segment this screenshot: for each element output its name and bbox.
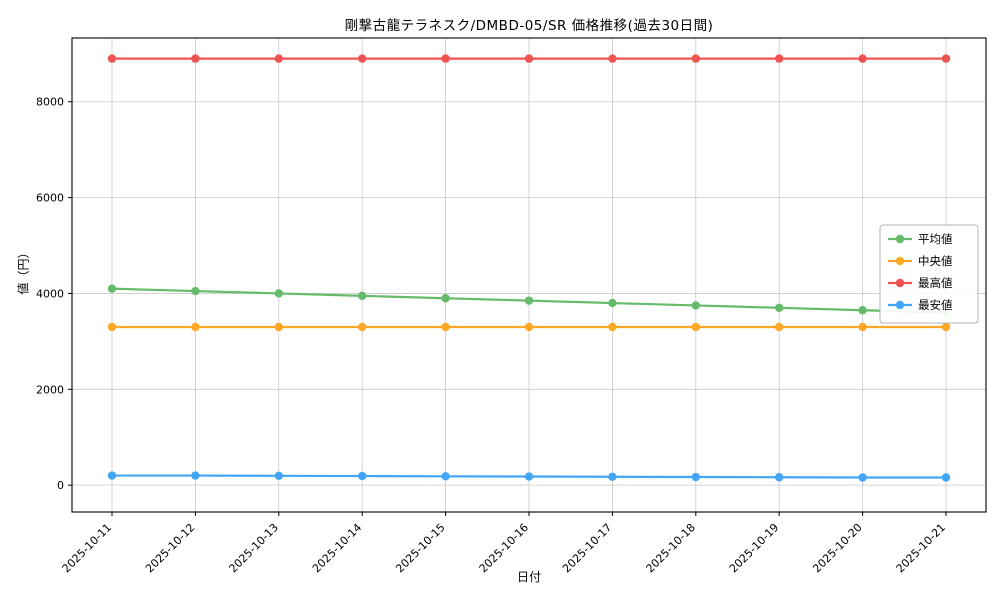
data-point-marker	[358, 471, 367, 481]
x-tick-label: 2025-10-16	[477, 521, 531, 575]
x-tick-label: 2025-10-17	[560, 521, 614, 575]
data-point-marker	[941, 322, 951, 332]
data-point-marker	[274, 322, 283, 332]
data-point-marker	[775, 303, 784, 313]
x-tick-label: 2025-10-19	[727, 521, 781, 575]
data-point-marker	[524, 54, 534, 63]
data-point-marker	[858, 473, 867, 482]
x-tick-label: 2025-10-18	[644, 521, 698, 575]
data-point-marker	[775, 473, 784, 482]
legend-item: 最安値	[888, 298, 953, 312]
legend-item: 中央値	[888, 254, 953, 268]
data-point-marker	[107, 322, 117, 332]
data-point-marker	[274, 289, 283, 298]
legend-label: 最高値	[918, 276, 953, 290]
chart-title: 剛撃古龍テラネスク/DMBD-05/SR 価格推移(過去30日間)	[344, 18, 714, 34]
data-point-marker	[858, 306, 867, 315]
data-point-marker	[691, 54, 700, 63]
data-point-marker	[441, 294, 450, 303]
data-point-marker	[274, 471, 283, 481]
y-tick-label: 6000	[36, 192, 64, 205]
legend-label: 最安値	[918, 298, 953, 312]
x-axis-label: 日付	[516, 570, 541, 584]
legend-box	[879, 224, 979, 324]
data-point-marker	[441, 54, 450, 63]
y-tick-labels: 0 2000 4000 6000 8000	[36, 96, 64, 492]
y-tick-label: 2000	[36, 383, 64, 396]
legend-marker	[895, 278, 905, 288]
data-point-marker	[191, 54, 200, 63]
legend-marker	[895, 256, 905, 266]
data-point-marker	[608, 298, 617, 308]
x-tick-label: 2025-10-21	[894, 521, 948, 575]
x-tick-labels: 2025-10-11 2025-10-12 2025-10-13 2025-10-14…	[60, 521, 948, 575]
data-point-marker	[775, 322, 784, 332]
data-point-marker	[441, 472, 450, 481]
series-0	[107, 284, 951, 317]
data-point-marker	[608, 472, 617, 481]
data-point-marker	[524, 472, 534, 481]
data-point-marker	[191, 322, 200, 332]
data-point-marker	[441, 322, 450, 332]
data-point-marker	[775, 54, 784, 63]
legend-marker	[895, 300, 905, 310]
data-point-marker	[608, 54, 617, 63]
data-point-marker	[524, 322, 534, 332]
legend-item: 最高値	[888, 276, 953, 290]
data-point-marker	[274, 54, 283, 63]
x-tick-label: 2025-10-13	[227, 521, 281, 575]
gridlines	[72, 38, 986, 512]
data-point-marker	[691, 472, 700, 482]
tick-marks	[68, 101, 947, 516]
series-1	[107, 322, 951, 332]
x-tick-label: 2025-10-12	[143, 521, 197, 575]
data-point-marker	[691, 322, 700, 332]
x-tick-label: 2025-10-20	[810, 521, 864, 575]
data-point-marker	[691, 301, 700, 310]
data-point-marker	[941, 473, 951, 482]
x-tick-label: 2025-10-11	[60, 521, 114, 575]
x-tick-label: 2025-10-14	[310, 521, 364, 575]
legend-item: 平均値	[888, 232, 953, 246]
data-point-marker	[107, 54, 117, 63]
series-3	[107, 471, 951, 482]
data-point-marker	[524, 296, 534, 305]
data-point-marker	[358, 291, 367, 301]
data-point-marker	[191, 471, 200, 480]
legend-label: 平均値	[918, 232, 953, 246]
y-tick-label: 4000	[36, 287, 64, 300]
data-point-marker	[608, 322, 617, 332]
data-point-marker	[191, 286, 200, 296]
x-tick-label: 2025-10-15	[393, 521, 447, 575]
y-tick-label: 0	[57, 479, 64, 492]
legend-label: 中央値	[918, 254, 953, 268]
legend-marker	[895, 234, 905, 244]
data-point-marker	[941, 54, 951, 63]
data-point-marker	[858, 322, 867, 332]
data-point-marker	[358, 322, 367, 332]
data-point-marker	[858, 54, 867, 63]
y-tick-label: 8000	[36, 96, 64, 109]
data-point-marker	[107, 284, 117, 293]
data-point-marker	[107, 471, 117, 480]
series-2	[107, 54, 951, 63]
data-point-marker	[358, 54, 367, 63]
